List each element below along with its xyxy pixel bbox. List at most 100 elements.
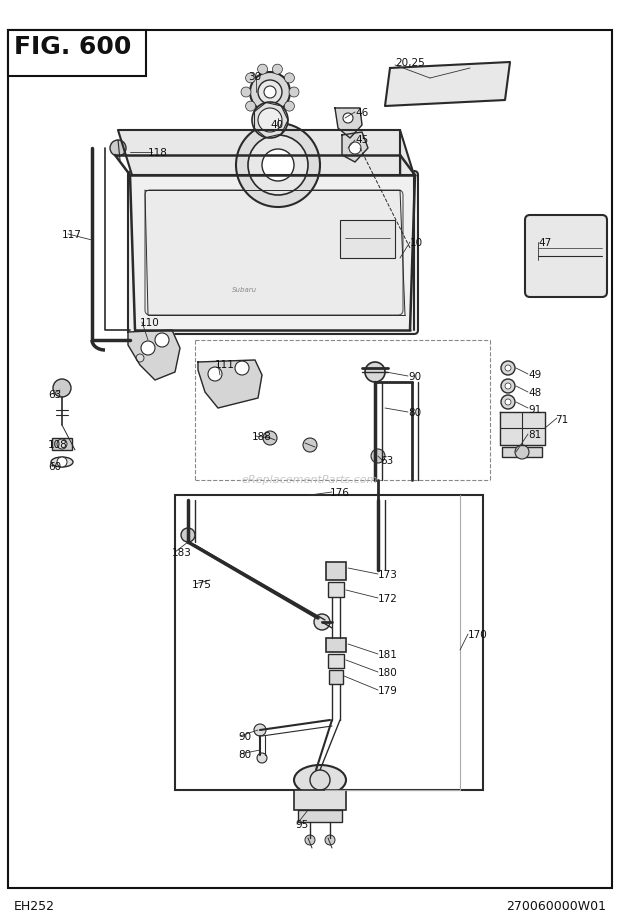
- Circle shape: [371, 449, 385, 463]
- Circle shape: [264, 86, 276, 98]
- Text: 63: 63: [48, 390, 61, 400]
- Text: 40: 40: [270, 120, 283, 130]
- Text: 183: 183: [172, 548, 192, 558]
- Polygon shape: [385, 62, 510, 106]
- Bar: [326, 562, 346, 580]
- Circle shape: [257, 110, 268, 119]
- Polygon shape: [198, 360, 262, 408]
- Text: 90: 90: [408, 372, 421, 382]
- Circle shape: [155, 333, 169, 347]
- Circle shape: [349, 142, 361, 154]
- Circle shape: [235, 361, 249, 375]
- Circle shape: [53, 379, 71, 397]
- Circle shape: [365, 362, 385, 382]
- Text: 80: 80: [408, 408, 421, 418]
- Circle shape: [343, 113, 353, 123]
- FancyBboxPatch shape: [525, 215, 607, 297]
- Text: EH252: EH252: [14, 900, 55, 913]
- Text: 188: 188: [252, 432, 272, 442]
- Polygon shape: [335, 108, 362, 138]
- Text: 180: 180: [378, 668, 398, 678]
- Circle shape: [505, 365, 511, 371]
- Circle shape: [515, 445, 529, 459]
- Ellipse shape: [51, 457, 73, 467]
- Circle shape: [501, 395, 515, 409]
- Circle shape: [285, 101, 294, 111]
- Circle shape: [248, 135, 308, 195]
- Text: 179: 179: [378, 686, 398, 696]
- Ellipse shape: [294, 765, 346, 795]
- Circle shape: [303, 438, 317, 452]
- Text: 47: 47: [538, 238, 551, 248]
- Text: 111: 111: [215, 360, 235, 370]
- Bar: [294, 790, 346, 810]
- Text: FIG. 600: FIG. 600: [14, 35, 131, 59]
- Circle shape: [501, 361, 515, 375]
- Circle shape: [272, 110, 283, 119]
- Text: 91: 91: [528, 405, 541, 415]
- Bar: [328, 582, 344, 597]
- Circle shape: [258, 80, 282, 104]
- Circle shape: [305, 835, 315, 845]
- Circle shape: [263, 431, 277, 445]
- Text: 63: 63: [380, 456, 393, 466]
- Text: 175: 175: [192, 580, 212, 590]
- FancyBboxPatch shape: [128, 171, 418, 334]
- Polygon shape: [118, 130, 414, 175]
- Circle shape: [254, 724, 266, 736]
- Circle shape: [310, 770, 330, 790]
- Text: 176: 176: [330, 488, 350, 498]
- Text: 108: 108: [48, 440, 68, 450]
- Circle shape: [314, 614, 330, 630]
- Text: 170: 170: [468, 630, 488, 640]
- Bar: [8, 30, 146, 76]
- Text: 117: 117: [62, 230, 82, 240]
- Circle shape: [136, 354, 144, 362]
- Circle shape: [141, 341, 155, 355]
- Circle shape: [505, 399, 511, 405]
- Circle shape: [246, 73, 255, 83]
- Text: 49: 49: [528, 370, 541, 380]
- Circle shape: [57, 439, 67, 449]
- Bar: [502, 447, 542, 457]
- Circle shape: [57, 457, 67, 467]
- Polygon shape: [342, 132, 368, 162]
- Bar: [52, 438, 72, 450]
- Polygon shape: [500, 412, 545, 445]
- Text: 110: 110: [140, 318, 160, 328]
- Text: 270060000W01: 270060000W01: [506, 900, 606, 913]
- Circle shape: [257, 753, 267, 763]
- Bar: [329, 670, 343, 684]
- Circle shape: [289, 87, 299, 97]
- Text: 90: 90: [238, 732, 251, 742]
- Text: 10: 10: [410, 238, 423, 248]
- Circle shape: [246, 101, 255, 111]
- Text: 118: 118: [148, 148, 168, 158]
- Circle shape: [252, 102, 288, 138]
- Text: 20,25: 20,25: [395, 58, 425, 68]
- Text: 30: 30: [248, 72, 261, 82]
- Text: 71: 71: [555, 415, 569, 425]
- Circle shape: [110, 140, 126, 156]
- Circle shape: [505, 383, 511, 389]
- Circle shape: [258, 108, 282, 132]
- Text: 172: 172: [378, 594, 398, 604]
- Circle shape: [285, 73, 294, 83]
- Circle shape: [250, 72, 290, 112]
- Text: 173: 173: [378, 570, 398, 580]
- Circle shape: [257, 64, 268, 74]
- Circle shape: [208, 367, 222, 381]
- Text: 46: 46: [355, 108, 368, 118]
- Bar: [298, 810, 342, 822]
- Text: 81: 81: [528, 430, 541, 440]
- Circle shape: [262, 149, 294, 181]
- Bar: [340, 220, 395, 258]
- Text: Subaru: Subaru: [232, 287, 257, 293]
- Text: 95: 95: [295, 820, 308, 830]
- Circle shape: [325, 835, 335, 845]
- Bar: [326, 638, 346, 652]
- Bar: [175, 495, 483, 790]
- Text: 181: 181: [378, 650, 398, 660]
- FancyBboxPatch shape: [145, 190, 403, 315]
- Polygon shape: [128, 330, 180, 380]
